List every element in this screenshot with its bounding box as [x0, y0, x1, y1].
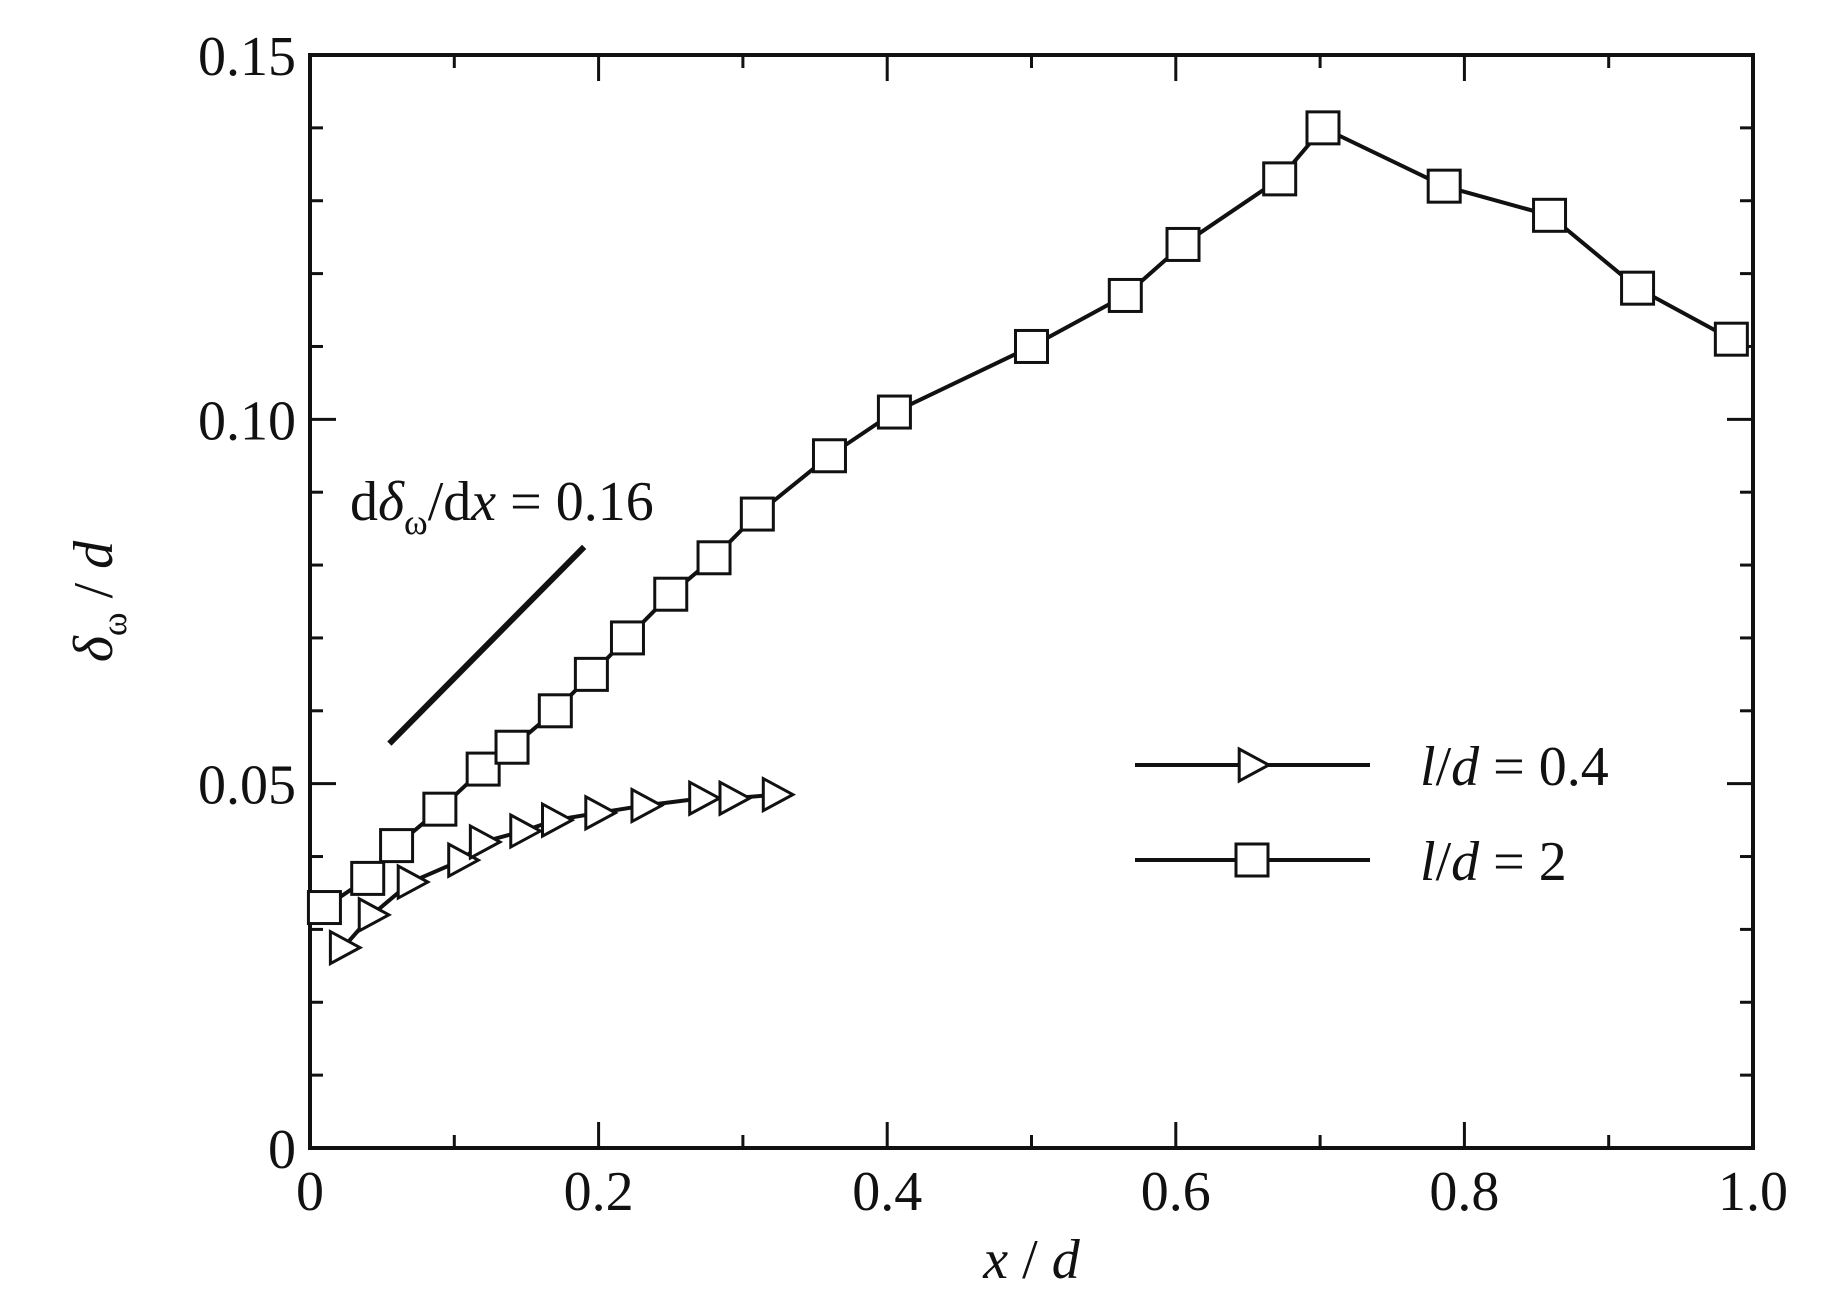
x-tick-label: 0.6	[1141, 1161, 1211, 1223]
data-point-square	[494, 729, 530, 765]
data-point-triangle	[509, 812, 544, 850]
slope-reference-line	[387, 544, 587, 746]
legend-label-ld04: l/d = 0.4	[1420, 736, 1609, 798]
data-point-square	[379, 828, 415, 864]
data-point-triangle	[468, 823, 504, 861]
data-point-square	[1014, 328, 1049, 364]
data-point-triangle	[396, 863, 431, 901]
x-tick-label: 0.2	[564, 1161, 634, 1223]
x-tick-label: 1.0	[1718, 1161, 1788, 1223]
data-point-square	[1305, 110, 1341, 146]
data-point-triangle	[761, 776, 797, 814]
data-point-square	[422, 791, 458, 827]
series-layer	[306, 110, 1749, 967]
data-point-triangle	[357, 896, 393, 934]
data-point-square	[696, 540, 732, 576]
data-point-square	[465, 751, 501, 787]
data-point-square	[537, 693, 573, 729]
x-tick-label: 0	[296, 1161, 324, 1223]
data-point-triangle	[718, 779, 753, 817]
y-tick-label: 0.05	[198, 755, 296, 817]
data-point-square	[1620, 270, 1656, 306]
data-point-square	[1262, 161, 1298, 197]
y-tick-label: 0	[268, 1119, 296, 1181]
legend-label-ld2: l/d = 2	[1420, 831, 1567, 893]
x-tick-label: 0.4	[852, 1161, 922, 1223]
data-point-square	[1107, 277, 1143, 313]
data-point-square	[1713, 321, 1749, 357]
legend-marker-triangle-icon	[1237, 746, 1272, 784]
legend: l/d = 0.4 l/d = 2	[1135, 736, 1609, 893]
axis-ticks	[308, 53, 1755, 1150]
legend-marker-square-icon	[1234, 842, 1270, 878]
data-point-square	[739, 496, 775, 532]
data-point-triangle	[328, 929, 364, 967]
series-ld2	[306, 110, 1749, 926]
data-point-square	[653, 576, 689, 612]
data-point-square	[1165, 226, 1201, 262]
x-tick-label: 0.8	[1429, 1161, 1499, 1223]
data-point-square	[350, 860, 386, 896]
data-point-triangle	[688, 779, 723, 817]
y-tick-label: 0.10	[198, 390, 296, 452]
y-tick-label: 0.15	[198, 26, 296, 88]
series-ld04	[328, 776, 797, 967]
data-point-square	[609, 620, 645, 656]
data-point-square	[573, 656, 609, 692]
tick-labels: 0 0.2 0.4 0.6 0.8 1.0 0 0.05 0.10 0.15	[198, 26, 1788, 1223]
data-point-triangle	[584, 794, 619, 832]
data-point-triangle	[541, 801, 576, 839]
x-axis-title: x / d	[982, 1229, 1080, 1291]
data-point-square	[1532, 197, 1568, 233]
data-point-triangle	[630, 787, 665, 825]
data-point-square	[306, 890, 342, 926]
slope-annotation: dδω/dx = 0.16	[350, 471, 654, 542]
data-point-square	[1426, 168, 1462, 204]
data-point-square	[811, 438, 847, 474]
data-point-triangle	[447, 841, 482, 879]
data-point-square	[876, 394, 912, 430]
y-axis-title: δω / d	[63, 540, 134, 662]
